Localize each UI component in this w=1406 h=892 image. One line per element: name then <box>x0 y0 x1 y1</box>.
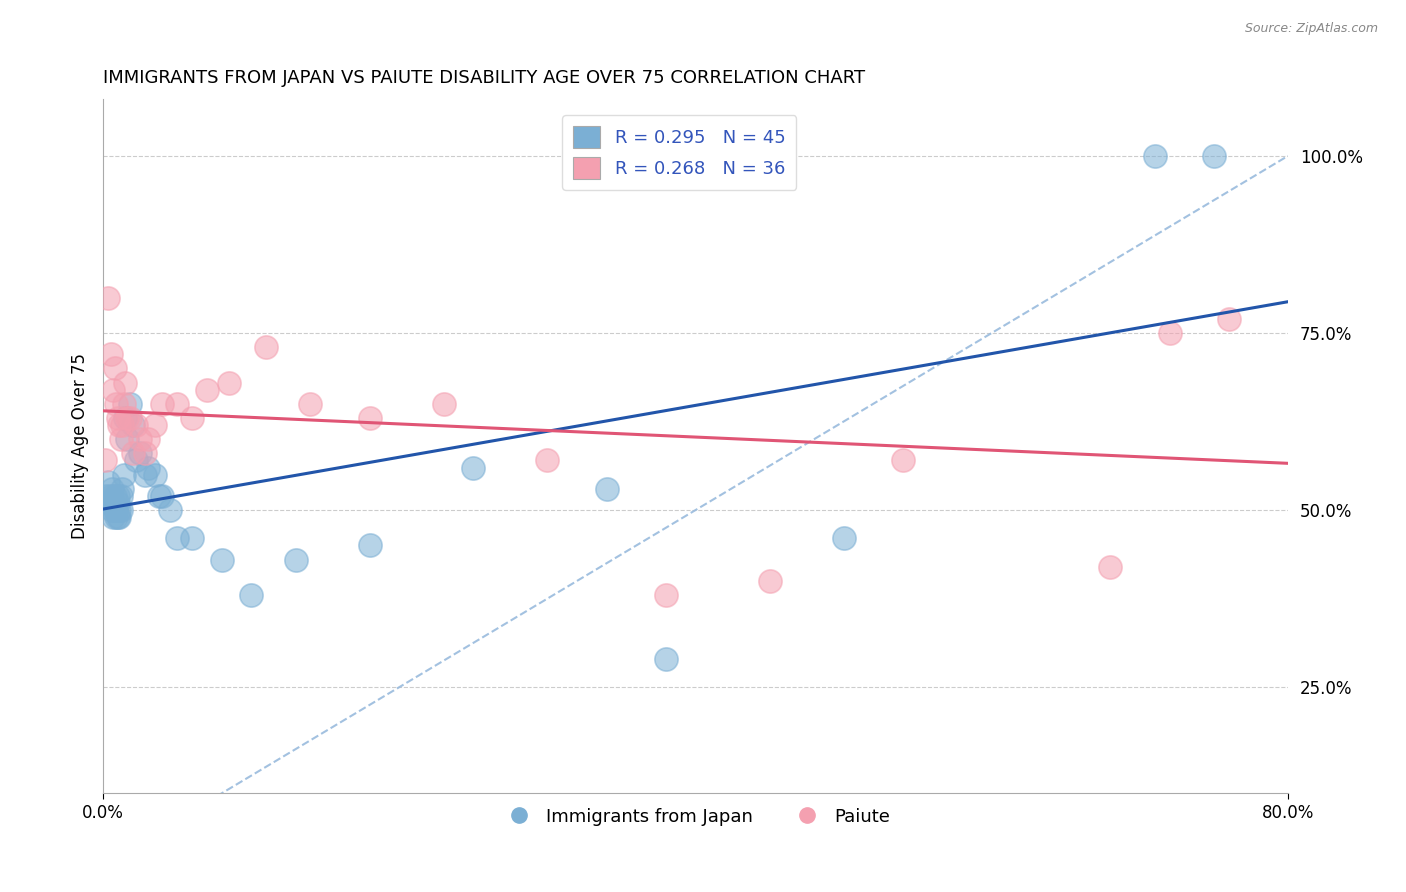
Point <box>98 496 121 510</box>
Point <box>299 397 322 411</box>
Text: Source: ZipAtlas.com: Source: ZipAtlas.com <box>1244 22 1378 36</box>
Point <box>101 482 124 496</box>
Point <box>110 503 132 517</box>
Point <box>107 489 129 503</box>
Point <box>1099 559 1122 574</box>
Point <box>211 552 233 566</box>
Point <box>108 503 131 517</box>
Point <box>1159 326 1181 340</box>
Point <box>111 482 134 496</box>
Point <box>105 397 128 411</box>
Point <box>107 411 129 425</box>
Point <box>159 503 181 517</box>
Point <box>463 460 485 475</box>
Point <box>891 453 914 467</box>
Y-axis label: Disability Age Over 75: Disability Age Over 75 <box>72 353 89 540</box>
Point <box>108 417 131 432</box>
Point <box>136 432 159 446</box>
Point <box>125 417 148 432</box>
Point <box>118 397 141 411</box>
Point <box>97 475 120 489</box>
Point <box>254 340 277 354</box>
Point <box>359 411 381 425</box>
Point <box>181 411 204 425</box>
Point <box>596 482 619 496</box>
Point <box>103 510 125 524</box>
Point <box>100 489 122 503</box>
Point <box>359 538 381 552</box>
Point <box>118 411 141 425</box>
Point <box>97 291 120 305</box>
Point <box>100 347 122 361</box>
Point <box>114 411 136 425</box>
Point <box>105 503 128 517</box>
Point <box>115 411 138 425</box>
Point <box>655 652 678 666</box>
Point <box>143 417 166 432</box>
Point <box>104 361 127 376</box>
Point <box>93 453 115 467</box>
Point <box>1218 311 1240 326</box>
Point <box>115 432 138 446</box>
Point <box>121 417 143 432</box>
Point <box>134 467 156 482</box>
Text: IMMIGRANTS FROM JAPAN VS PAIUTE DISABILITY AGE OVER 75 CORRELATION CHART: IMMIGRANTS FROM JAPAN VS PAIUTE DISABILI… <box>103 69 865 87</box>
Point <box>536 453 558 467</box>
Point <box>433 397 456 411</box>
Point <box>1202 149 1225 163</box>
Point <box>150 397 173 411</box>
Point <box>107 510 129 524</box>
Point <box>101 503 124 517</box>
Point <box>832 532 855 546</box>
Point <box>150 489 173 503</box>
Point <box>94 489 117 503</box>
Point <box>655 588 678 602</box>
Point <box>129 446 152 460</box>
Point <box>125 453 148 467</box>
Point <box>181 532 204 546</box>
Point <box>136 460 159 475</box>
Point <box>104 489 127 503</box>
Point <box>108 510 131 524</box>
Point <box>105 510 128 524</box>
Point <box>166 397 188 411</box>
Point <box>110 432 132 446</box>
Point <box>111 417 134 432</box>
Point <box>121 446 143 460</box>
Point <box>103 383 125 397</box>
Point <box>195 383 218 397</box>
Point <box>134 446 156 460</box>
Point <box>103 496 125 510</box>
Point <box>1143 149 1166 163</box>
Point <box>143 467 166 482</box>
Point <box>112 467 135 482</box>
Point <box>107 496 129 510</box>
Point <box>758 574 780 588</box>
Point <box>218 376 240 390</box>
Point <box>148 489 170 503</box>
Point <box>112 397 135 411</box>
Point <box>110 489 132 503</box>
Point <box>166 532 188 546</box>
Point <box>129 432 152 446</box>
Legend: Immigrants from Japan, Paiute: Immigrants from Japan, Paiute <box>494 800 897 833</box>
Point <box>284 552 307 566</box>
Point <box>114 376 136 390</box>
Point <box>240 588 263 602</box>
Point <box>104 503 127 517</box>
